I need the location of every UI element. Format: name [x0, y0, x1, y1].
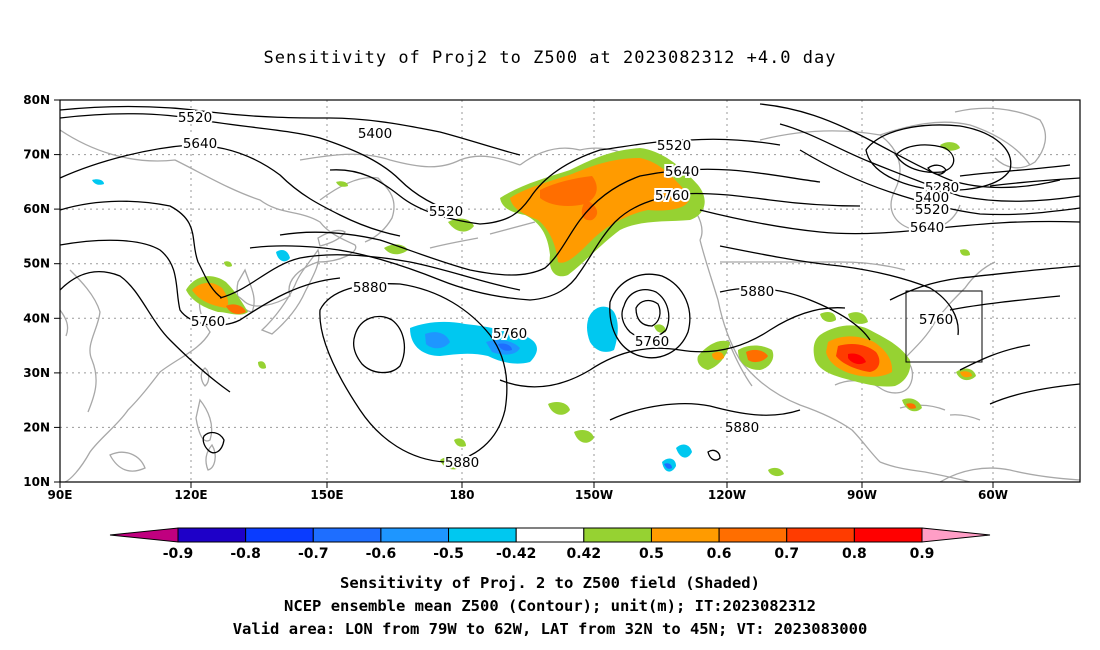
caption-line-1: Sensitivity of Proj. 2 to Z500 field (Sh…: [340, 574, 760, 592]
colorbar-label: -0.7: [298, 546, 329, 562]
colorbar-cell: [177, 527, 247, 543]
colorbar-label: 0.42: [567, 546, 602, 562]
contour-label: 5640: [910, 220, 944, 236]
contour-label: 5400: [915, 190, 949, 206]
colorbar-label: 0.6: [707, 546, 732, 562]
colorbar-label: -0.6: [366, 546, 397, 562]
colorbar-label: -0.42: [496, 546, 536, 562]
colorbar-cell: [853, 527, 923, 543]
colorbar-label: 0.9: [910, 546, 935, 562]
lon-labels: 90E 120E 150E 180 150W 120W 90W 60W: [48, 488, 1008, 502]
sensitivity-shading: [92, 142, 976, 477]
contour-label: 5880: [445, 455, 479, 471]
caption-line-2: NCEP ensemble mean Z500 (Contour); unit(…: [284, 597, 816, 615]
contour-label: 5880: [725, 420, 759, 436]
colorbar-cell: [583, 527, 652, 543]
contour-label: 5640: [665, 164, 699, 180]
colorbar-cell: [448, 527, 517, 543]
contour-label: 5760: [655, 188, 689, 204]
contour-label: 5520: [915, 202, 949, 218]
lon-label: 60W: [978, 488, 1008, 502]
colorbar-cell: [109, 527, 179, 543]
lon-label: 150E: [310, 488, 343, 502]
contour-labels: 5520 5400 5640 5520 5520 5640 5760 5280 …: [176, 108, 961, 473]
colorbar-label: -0.9: [163, 546, 194, 562]
colorbar-cell: [515, 527, 585, 543]
contour-label: 5760: [191, 314, 225, 330]
contour-label: 5760: [493, 326, 527, 342]
colorbar-cell: [650, 527, 720, 543]
map-frame: [59, 99, 1081, 483]
colorbar-cell: [786, 527, 855, 543]
colorbar-label: 0.7: [774, 546, 799, 562]
lon-label: 120W: [708, 488, 746, 502]
lon-label: 150W: [575, 488, 613, 502]
lat-label: 70N: [23, 148, 50, 162]
contour-label: 5520: [429, 204, 463, 220]
lon-label: 90W: [847, 488, 877, 502]
colorbar: -0.9 -0.8 -0.7 -0.6 -0.5 -0.42 0.42 0.5 0.6 0.7 0.…: [109, 527, 991, 562]
contour-label: 5880: [740, 284, 774, 300]
lat-label: 60N: [23, 202, 50, 216]
chart-title: Sensitivity of Proj2 to Z500 at 20230823…: [263, 48, 837, 68]
colorbar-label: 0.8: [842, 546, 867, 562]
lat-labels: 80N 70N 60N 50N 40N 30N 20N 10N: [23, 93, 50, 489]
contour-label: 5520: [178, 110, 212, 126]
colorbar-label: 0.5: [639, 546, 664, 562]
shade-pacific-red: [540, 176, 597, 206]
colorbar-cell: [380, 527, 450, 543]
lat-label: 80N: [23, 93, 50, 107]
contour-label: 5280: [925, 180, 959, 196]
caption-line-3: Valid area: LON from 79W to 62W, LAT fro…: [232, 620, 868, 638]
lat-label: 40N: [23, 311, 50, 325]
lon-label: 120E: [174, 488, 207, 502]
lat-label: 10N: [23, 475, 50, 489]
colorbar-cell: [245, 527, 314, 543]
lon-label: 180: [449, 488, 474, 502]
contour-label: 5520: [657, 138, 691, 154]
colorbar-label: -0.5: [433, 546, 464, 562]
colorbar-cell: [312, 527, 382, 543]
contour-label: 5760: [635, 334, 669, 350]
colorbar-label: -0.8: [230, 546, 261, 562]
colorbar-cell: [921, 527, 991, 543]
lat-label: 50N: [23, 257, 50, 271]
valid-area-box: [905, 290, 983, 363]
contour-label: 5880: [353, 280, 387, 296]
contour-label: 5400: [358, 126, 392, 142]
colorbar-cell: [718, 527, 788, 543]
lon-label: 90E: [48, 488, 73, 502]
contour-label: 5760: [919, 312, 953, 328]
tick-marks: [54, 99, 994, 488]
contour-label: 5640: [183, 136, 217, 152]
lat-label: 20N: [23, 420, 50, 434]
shade-pacific-orange: [510, 158, 690, 263]
lat-label: 30N: [23, 366, 50, 380]
